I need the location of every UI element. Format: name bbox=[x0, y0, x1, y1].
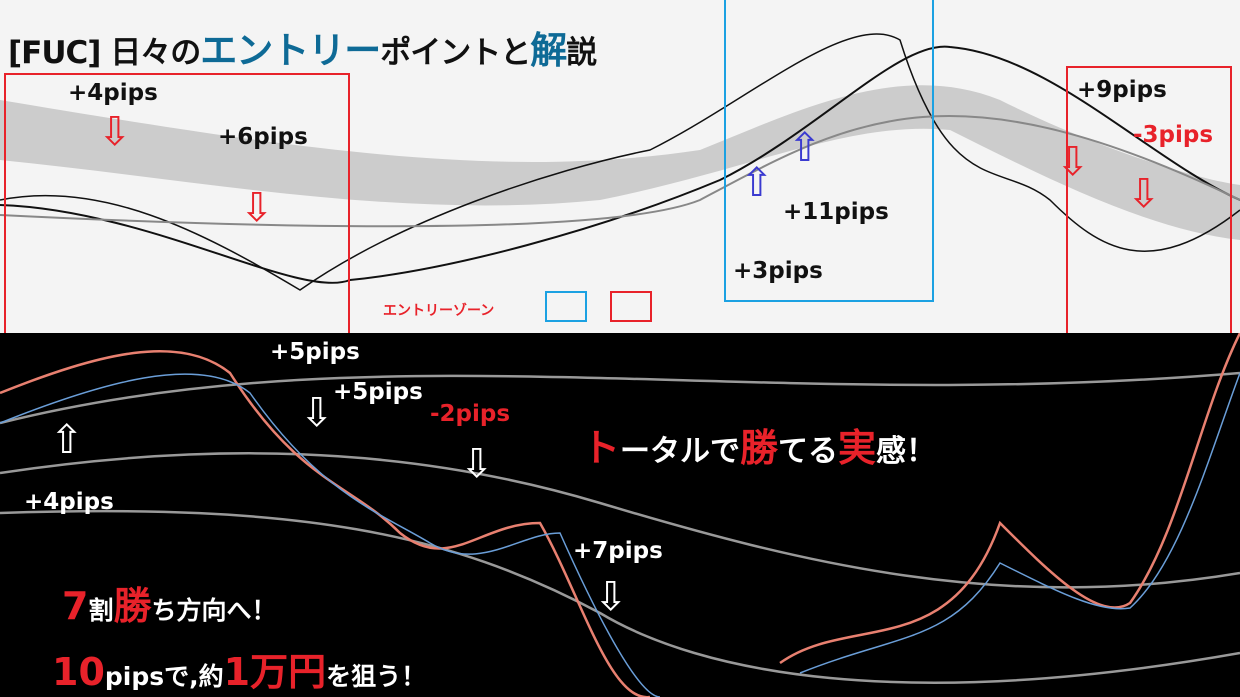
message-win-rate: 7割勝ち方向へ！ bbox=[62, 584, 277, 628]
arrow-down-icon: ⇩ bbox=[1056, 139, 1090, 185]
entry-zone-red-2 bbox=[1066, 66, 1232, 333]
pips-label: -2pips bbox=[430, 401, 511, 427]
pips-label: +11pips bbox=[783, 199, 889, 225]
pips-label: -3pips bbox=[1133, 122, 1214, 148]
pips-label: +7pips bbox=[573, 538, 663, 564]
arrow-up-icon: ⇧ bbox=[740, 160, 774, 206]
legend-swatch-blue bbox=[545, 291, 587, 322]
legend-label: エントリーゾーン bbox=[383, 303, 495, 319]
bottom-chart: +4pips +5pips +5pips -2pips +7pips ⇧ ⇩ ⇩… bbox=[0, 333, 1240, 697]
band-lower bbox=[0, 509, 1240, 684]
bottom-chart-lines bbox=[0, 333, 1240, 697]
entry-zone-blue bbox=[724, 0, 934, 302]
legend-swatch-red bbox=[610, 291, 652, 322]
arrow-up-icon: ⇧ bbox=[50, 417, 84, 463]
cloud-band bbox=[0, 85, 1240, 240]
pips-label: +9pips bbox=[1077, 77, 1167, 103]
entry-zone-red-1 bbox=[4, 73, 350, 333]
band-upper bbox=[0, 371, 1240, 425]
arrow-up-icon: ⇧ bbox=[788, 125, 822, 171]
pips-label: +4pips bbox=[68, 80, 158, 106]
band-middle bbox=[0, 452, 1240, 589]
arrow-down-icon: ⇩ bbox=[1127, 171, 1161, 217]
message-target: 10pipsで,約1万円を狙う！ bbox=[52, 650, 427, 694]
arrow-down-icon: ⇩ bbox=[300, 390, 334, 436]
pips-label: +6pips bbox=[218, 124, 308, 150]
ma-gray bbox=[0, 115, 1240, 228]
arrow-down-icon: ⇩ bbox=[594, 574, 628, 620]
ma-fast bbox=[0, 33, 1240, 291]
arrow-down-icon: ⇩ bbox=[240, 185, 274, 231]
top-chart: [FUC] 日々のエントリーポイントと解説 +4pips +6pips +11p… bbox=[0, 0, 1240, 333]
ma-blue bbox=[0, 372, 1240, 697]
pips-label: +5pips bbox=[333, 379, 423, 405]
pips-label: +4pips bbox=[24, 489, 114, 515]
page-title: [FUC] 日々のエントリーポイントと解説 bbox=[8, 29, 597, 72]
arrow-down-icon: ⇩ bbox=[460, 441, 494, 487]
top-chart-lines bbox=[0, 33, 1240, 291]
arrow-down-icon: ⇩ bbox=[98, 109, 132, 155]
ma-red bbox=[0, 333, 1240, 697]
pips-label: +3pips bbox=[733, 258, 823, 284]
pips-label: +5pips bbox=[270, 339, 360, 365]
message-total: トータルで勝てる実感！ bbox=[582, 426, 937, 470]
